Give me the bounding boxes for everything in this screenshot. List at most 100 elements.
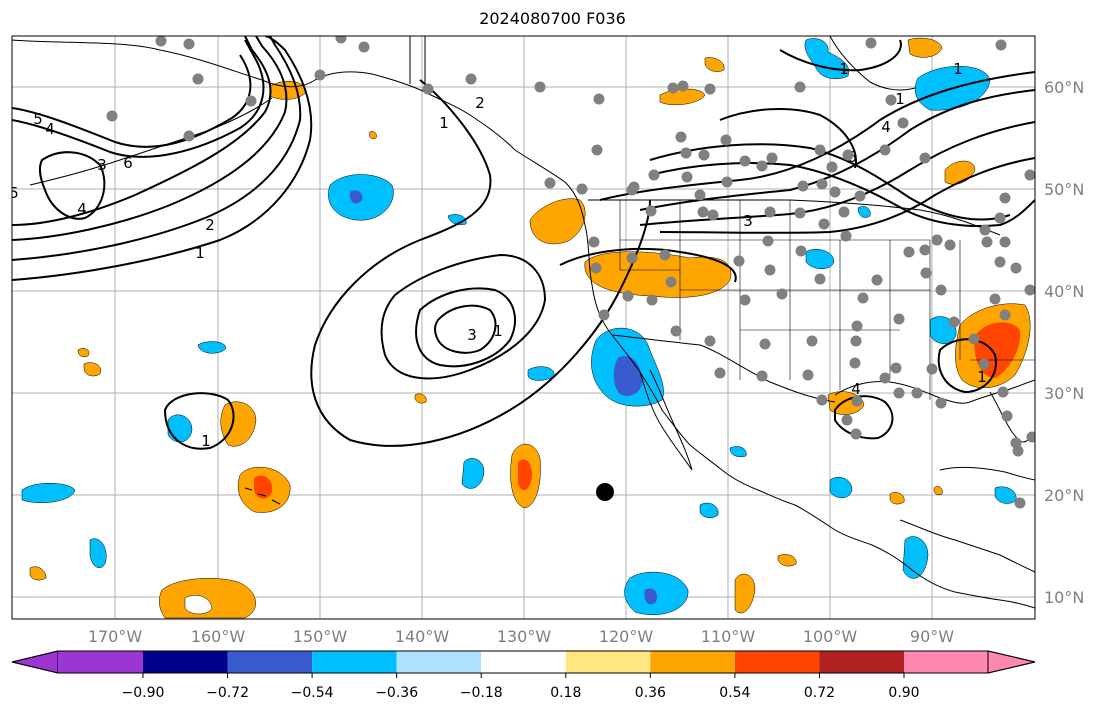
station-dot xyxy=(948,316,960,328)
station-dot xyxy=(850,335,862,347)
station-dot xyxy=(739,294,751,306)
station-dot xyxy=(707,209,719,221)
longitude-label: 140°W xyxy=(395,627,450,646)
contour-label: 1 xyxy=(839,60,849,78)
station-dot xyxy=(919,152,931,164)
longitude-label: 130°W xyxy=(497,627,552,646)
station-dot xyxy=(704,83,716,95)
contour-canada-1 xyxy=(599,71,1035,201)
station-dot xyxy=(1012,445,1024,457)
station-dot xyxy=(806,335,818,347)
contour-label: 3 xyxy=(97,156,107,174)
station-dot xyxy=(766,152,778,164)
station-dot xyxy=(465,73,477,85)
contour-label: 4 xyxy=(851,380,861,398)
station-dot xyxy=(646,294,658,306)
station-dot xyxy=(851,395,863,407)
latitude-label: 50°N xyxy=(1044,180,1084,199)
colorbar-extend-min xyxy=(11,650,59,674)
station-dot xyxy=(183,38,195,50)
station-dot xyxy=(979,224,991,236)
station-dot xyxy=(818,218,830,230)
longitude-label: 170°W xyxy=(88,627,143,646)
latitude-label: 30°N xyxy=(1044,384,1084,403)
baja-peninsula xyxy=(639,369,693,471)
station-dot xyxy=(794,207,806,219)
station-dot xyxy=(854,190,866,202)
station-dot xyxy=(588,236,600,248)
longitude-label: 100°W xyxy=(803,627,858,646)
station-dot xyxy=(838,206,850,218)
contour-pacific-high-3 xyxy=(415,287,516,368)
colorbar-segment xyxy=(904,651,988,673)
latitude-label: 10°N xyxy=(1044,588,1084,607)
latitude-label: 60°N xyxy=(1044,78,1084,97)
longitude-label: 150°W xyxy=(293,627,348,646)
contour-label: 1 xyxy=(977,368,987,386)
station-dot xyxy=(733,255,745,267)
station-dot xyxy=(598,309,610,321)
station-dot xyxy=(989,293,1001,305)
strong-negative-baja xyxy=(613,356,643,397)
colorbar-tick-label: 0.18 xyxy=(550,685,581,701)
station-dot xyxy=(935,284,947,296)
station-dot xyxy=(849,357,861,369)
station-dot xyxy=(802,369,814,381)
contour-label: 3 xyxy=(743,212,753,230)
station-dot xyxy=(681,171,693,183)
station-dot xyxy=(829,186,841,198)
station-dot xyxy=(816,394,828,406)
station-dot xyxy=(697,206,709,218)
station-dots xyxy=(106,36,1035,509)
station-dot xyxy=(590,262,602,274)
station-dot xyxy=(665,276,677,288)
colorbar-segment xyxy=(58,651,143,673)
station-dot xyxy=(857,292,869,304)
station-dot xyxy=(911,387,923,399)
station-dot xyxy=(358,41,370,53)
station-dot xyxy=(155,36,167,47)
station-dot xyxy=(667,82,679,94)
colorbar-segment xyxy=(650,651,735,673)
station-dot xyxy=(879,372,891,384)
station-dot xyxy=(1026,431,1035,443)
station-dot xyxy=(999,236,1011,248)
central-america xyxy=(899,519,1035,573)
station-dot xyxy=(704,335,716,347)
contour-hawaii xyxy=(163,392,235,450)
colorbar-segment xyxy=(227,651,313,673)
contour-label: 4 xyxy=(881,118,891,136)
contour-label: 1 xyxy=(201,432,211,450)
station-dot xyxy=(814,144,826,156)
contour-canada-7 xyxy=(719,108,857,169)
station-dot xyxy=(842,149,854,161)
station-dot xyxy=(797,180,809,192)
station-dot xyxy=(698,149,710,161)
colorbar-tick-label: −0.18 xyxy=(460,685,503,701)
colorbar-extend-max xyxy=(987,650,1036,674)
station-dot xyxy=(879,144,891,156)
us-mexico-border xyxy=(611,334,836,403)
contour-aleutian-6 xyxy=(12,54,252,148)
station-dot xyxy=(978,358,990,370)
latitude-labels: 60°N 50°N 40°N 30°N 20°N 10°N xyxy=(1044,78,1084,607)
station-dot xyxy=(994,212,1006,224)
contour-aleutian-3 xyxy=(12,36,288,241)
station-dot xyxy=(850,428,862,440)
longitude-label: 120°W xyxy=(599,627,654,646)
contour-label: 1 xyxy=(493,322,503,340)
station-dot xyxy=(670,325,682,337)
station-dot xyxy=(659,249,671,261)
station-dot xyxy=(626,184,638,196)
contour-label: 4 xyxy=(77,200,87,218)
station-dot xyxy=(714,367,726,379)
us-canada-border xyxy=(588,199,1001,236)
colorbar-tick-label: −0.36 xyxy=(375,685,418,701)
station-dot xyxy=(826,161,838,173)
contour-pacific-high-4 xyxy=(434,304,497,354)
colorbar: −0.90 −0.72 −0.54 −0.36 −0.18 0.18 0.36 0.54 0.7… xyxy=(11,650,1036,701)
station-dot xyxy=(885,94,897,106)
station-dot xyxy=(591,144,603,156)
station-dot xyxy=(968,333,980,345)
florida xyxy=(989,391,1029,443)
